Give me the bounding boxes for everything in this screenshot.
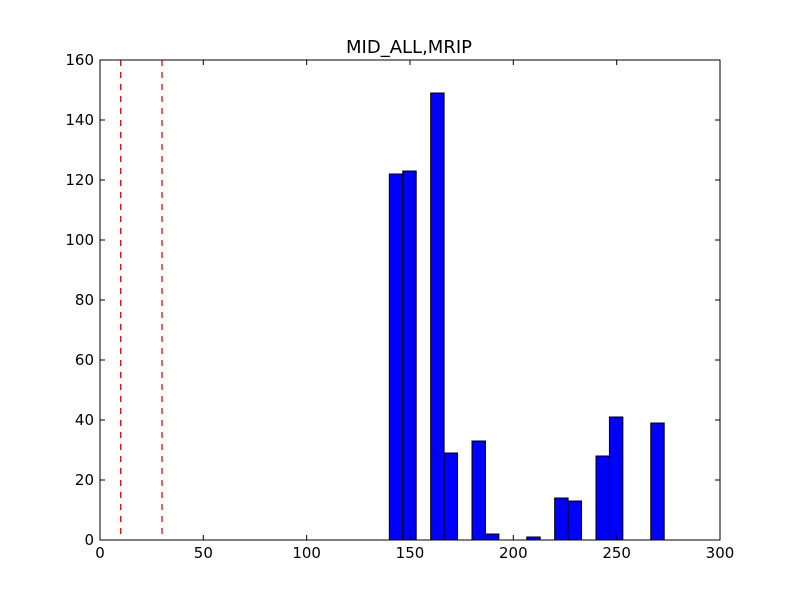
y-tick-label: 160 xyxy=(65,51,94,69)
bar-8 xyxy=(554,497,569,541)
bar-4 xyxy=(471,440,486,541)
x-tick-label: 200 xyxy=(499,544,528,562)
bar-11 xyxy=(608,416,624,541)
y-tick-label: 60 xyxy=(75,351,94,369)
x-tick-label: 150 xyxy=(396,544,425,562)
plot-area: 0 50 100 150 200 250 300 0 20 40 60 80 100 120 140 160 xyxy=(65,51,734,562)
x-tick-label: 250 xyxy=(602,544,631,562)
bar-1 xyxy=(402,170,417,541)
x-tick-label: 0 xyxy=(95,544,105,562)
bar-9 xyxy=(567,500,583,541)
y-tick-label: 20 xyxy=(75,471,94,489)
y-tick-label: 0 xyxy=(84,531,94,549)
x-tick-label: 100 xyxy=(292,544,321,562)
bar-10 xyxy=(595,455,610,541)
bar-5 xyxy=(484,533,500,541)
x-tick-label: 50 xyxy=(194,544,213,562)
y-tick-label: 140 xyxy=(65,111,94,129)
y-tick-label: 100 xyxy=(65,231,94,249)
y-tick-label: 120 xyxy=(65,171,94,189)
y-tick-label: 40 xyxy=(75,411,94,429)
bar-13 xyxy=(650,422,665,541)
bar-2 xyxy=(430,92,445,541)
chart-title: MID_ALL,MRIP xyxy=(346,37,472,58)
bar-3 xyxy=(443,452,459,541)
x-tick-label: 300 xyxy=(706,544,735,562)
bar-0 xyxy=(388,173,404,541)
y-tick-label: 80 xyxy=(75,291,94,309)
